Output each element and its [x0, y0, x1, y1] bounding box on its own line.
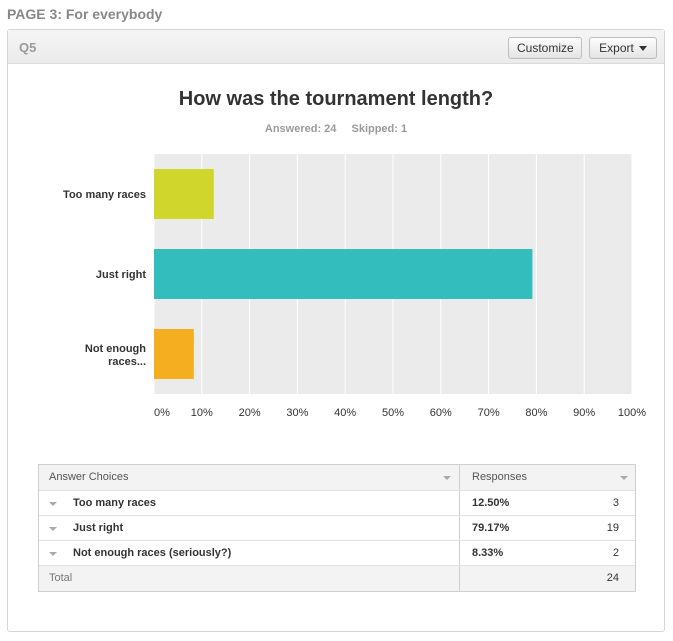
expand-caret-icon[interactable]: [49, 552, 57, 556]
choice-label: Just right: [73, 522, 124, 534]
bar: [154, 249, 533, 299]
percent-cell: 12.50%: [472, 497, 510, 509]
responses-header[interactable]: Responses: [460, 465, 637, 490]
total-count: 24: [606, 572, 619, 584]
answer-choices-header[interactable]: Answer Choices: [39, 465, 460, 490]
choice-cell: Not enough races (seriously?): [39, 541, 460, 565]
x-tick-label: 60%: [430, 407, 452, 419]
count-cell: 3: [612, 497, 619, 509]
skipped-count: Skipped: 1: [351, 123, 408, 135]
expand-caret-icon[interactable]: [49, 527, 57, 531]
bar: [154, 329, 194, 379]
x-tick-label: 40%: [334, 407, 356, 419]
x-tick-label: 80%: [525, 407, 547, 419]
page-header: PAGE 3: For everybody: [7, 6, 163, 22]
bar: [154, 169, 214, 219]
chart-title: How was the tournament length?: [178, 88, 494, 110]
choice-cell: Too many races: [39, 491, 460, 515]
response-summary: Answered: 24 Skipped: 1: [8, 123, 664, 135]
answer-choices-header-label: Answer Choices: [49, 471, 129, 483]
x-tick-label: 70%: [478, 407, 500, 419]
table-row: Just right 79.17% 19: [39, 516, 635, 541]
x-tick-label: 50%: [382, 407, 404, 419]
count-cell: 19: [606, 522, 619, 534]
table-row: Not enough races (seriously?) 8.33% 2: [39, 541, 635, 566]
x-tick-label: 100%: [618, 407, 646, 419]
x-tick-label: 10%: [191, 407, 213, 419]
percent-cell: 79.17%: [472, 522, 510, 534]
question-card: Q5 Customize Export How was the tourname…: [7, 29, 665, 632]
sort-caret-icon[interactable]: [620, 476, 628, 480]
choice-label: Not enough races (seriously?): [73, 547, 232, 559]
question-number: Q5: [19, 40, 37, 55]
x-tick-label: 20%: [239, 407, 261, 419]
total-percent-cell: [460, 566, 560, 591]
chevron-down-icon: [638, 46, 647, 52]
x-tick-label: 90%: [573, 407, 595, 419]
responses-table: Answer Choices Responses Too many races …: [38, 464, 636, 592]
x-tick-label: 0%: [154, 407, 170, 419]
question-header: Q5 Customize Export: [8, 30, 664, 64]
expand-caret-icon[interactable]: [49, 502, 57, 506]
percent-cell: 8.33%: [472, 547, 504, 559]
table-header: Answer Choices Responses: [39, 465, 635, 491]
choice-cell: Just right: [39, 516, 460, 540]
customize-button[interactable]: Customize: [508, 37, 582, 59]
sort-caret-icon[interactable]: [443, 476, 451, 480]
export-button[interactable]: Export: [589, 37, 657, 59]
choice-label: Too many races: [73, 497, 156, 509]
table-row: Too many races 12.50% 3: [39, 491, 635, 516]
category-label: Not enough races...: [85, 343, 146, 368]
category-label: Just right: [96, 269, 146, 281]
table-total-row: Total 24: [39, 566, 635, 591]
answered-count: Answered: 24: [264, 123, 337, 135]
responses-header-label: Responses: [472, 471, 528, 483]
export-label: Export: [599, 41, 634, 55]
total-label: Total: [39, 566, 460, 591]
bar-chart: 0% 10% 20% 30% 40% 50% 60% 70% 80% 90% 100% Too man…: [63, 154, 646, 419]
category-label: Too many races: [63, 189, 146, 201]
x-tick-label: 30%: [286, 407, 308, 419]
count-cell: 2: [612, 547, 619, 559]
